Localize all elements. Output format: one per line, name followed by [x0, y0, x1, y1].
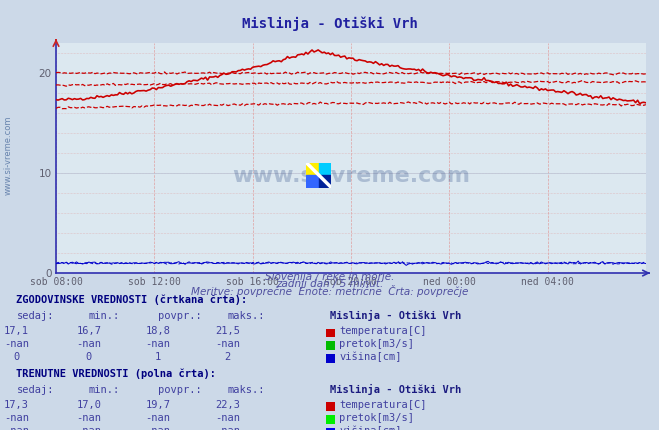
Text: temperatura[C]: temperatura[C] [339, 400, 427, 410]
Bar [319, 163, 331, 175]
Text: ZGODOVINSKE VREDNOSTI (črtkana črta):: ZGODOVINSKE VREDNOSTI (črtkana črta): [16, 295, 248, 305]
Text: 17,3: 17,3 [4, 400, 29, 410]
Text: www.si-vreme.com: www.si-vreme.com [4, 115, 13, 194]
Text: višina[cm]: višina[cm] [339, 425, 402, 430]
Text: povpr.:: povpr.: [158, 385, 202, 396]
Text: 18,8: 18,8 [146, 326, 171, 336]
Text: -nan: -nan [76, 339, 101, 349]
Text: -nan: -nan [215, 339, 240, 349]
Text: -nan: -nan [76, 426, 101, 430]
Bar [306, 175, 319, 188]
Text: www.si-vreme.com: www.si-vreme.com [232, 166, 470, 187]
Text: 21,5: 21,5 [215, 326, 240, 336]
Text: -nan: -nan [4, 413, 29, 423]
Text: maks.:: maks.: [227, 311, 265, 322]
Text: Mislinja - Otiški Vrh: Mislinja - Otiški Vrh [330, 310, 461, 322]
Text: 17,1: 17,1 [4, 326, 29, 336]
Text: 17,0: 17,0 [76, 400, 101, 410]
Text: 19,7: 19,7 [146, 400, 171, 410]
Bar [306, 163, 319, 175]
Text: višina[cm]: višina[cm] [339, 351, 402, 362]
Text: min.:: min.: [89, 311, 120, 322]
Text: zadnji dan / 5 minut.: zadnji dan / 5 minut. [276, 279, 383, 289]
Text: -nan: -nan [4, 339, 29, 349]
Text: 1: 1 [155, 352, 161, 362]
Bar [319, 175, 331, 188]
Text: -nan: -nan [146, 413, 171, 423]
Text: Mislinja - Otiški Vrh: Mislinja - Otiški Vrh [242, 16, 417, 31]
Text: sedaj:: sedaj: [16, 311, 54, 322]
Text: 0: 0 [86, 352, 92, 362]
Text: pretok[m3/s]: pretok[m3/s] [339, 413, 415, 423]
Text: Meritve: povprečne  Enote: metrične  Črta: povprečje: Meritve: povprečne Enote: metrične Črta:… [191, 285, 468, 297]
Text: -nan: -nan [146, 426, 171, 430]
Text: Slovenija / reke in morje.: Slovenija / reke in morje. [265, 271, 394, 282]
Text: -nan: -nan [215, 426, 240, 430]
Text: povpr.:: povpr.: [158, 311, 202, 322]
Text: min.:: min.: [89, 385, 120, 396]
Text: -nan: -nan [76, 413, 101, 423]
Text: 2: 2 [224, 352, 231, 362]
Text: -nan: -nan [215, 413, 240, 423]
Text: 0: 0 [13, 352, 20, 362]
Text: 16,7: 16,7 [76, 326, 101, 336]
Text: temperatura[C]: temperatura[C] [339, 326, 427, 336]
Text: 22,3: 22,3 [215, 400, 240, 410]
Text: -nan: -nan [4, 426, 29, 430]
Text: Mislinja - Otiški Vrh: Mislinja - Otiški Vrh [330, 384, 461, 396]
Text: TRENUTNE VREDNOSTI (polna črta):: TRENUTNE VREDNOSTI (polna črta): [16, 369, 216, 379]
Text: maks.:: maks.: [227, 385, 265, 396]
Text: -nan: -nan [146, 339, 171, 349]
Text: sedaj:: sedaj: [16, 385, 54, 396]
Text: pretok[m3/s]: pretok[m3/s] [339, 339, 415, 349]
